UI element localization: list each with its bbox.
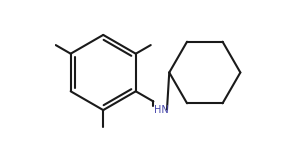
- Text: HN: HN: [155, 105, 169, 115]
